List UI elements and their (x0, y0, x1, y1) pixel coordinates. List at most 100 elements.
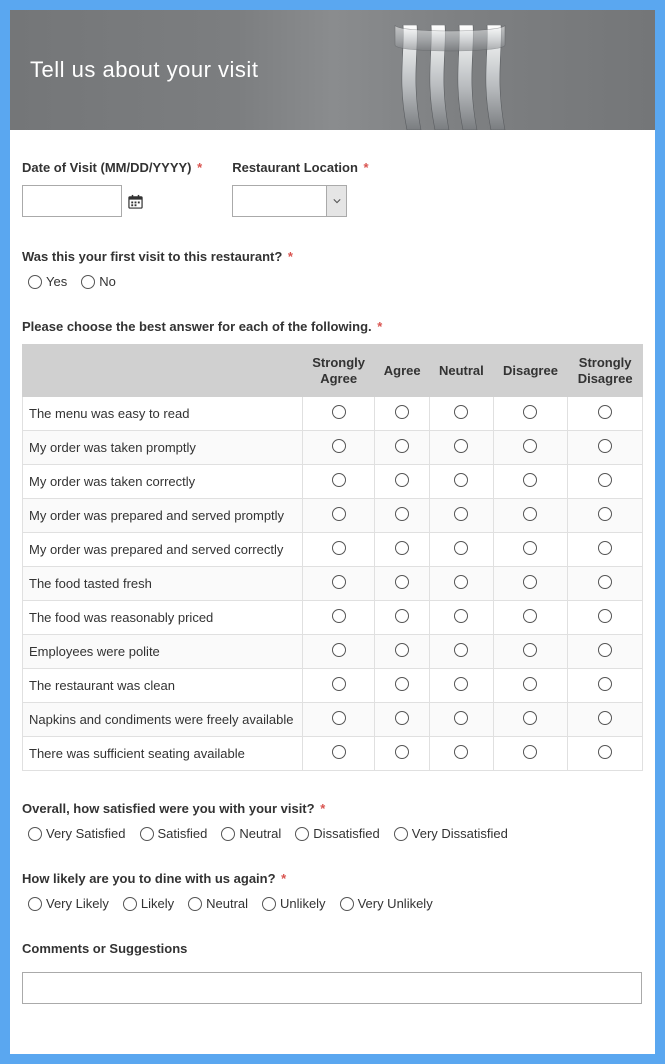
radio-icon[interactable] (123, 897, 137, 911)
overall-sat-option[interactable]: Dissatisfied (295, 826, 379, 841)
required-asterisk: * (320, 801, 325, 816)
radio-icon[interactable] (454, 439, 468, 453)
radio-icon[interactable] (523, 677, 537, 691)
radio-icon[interactable] (395, 575, 409, 589)
chevron-down-icon[interactable] (326, 186, 346, 216)
dine-again-option[interactable]: Very Likely (28, 896, 109, 911)
radio-icon[interactable] (332, 745, 346, 759)
dine-again-label-text: How likely are you to dine with us again… (22, 871, 276, 886)
radio-icon[interactable] (523, 609, 537, 623)
radio-icon[interactable] (395, 439, 409, 453)
dine-again-option[interactable]: Likely (123, 896, 174, 911)
radio-icon[interactable] (332, 677, 346, 691)
required-asterisk: * (377, 319, 382, 334)
first-visit-option[interactable]: No (81, 274, 116, 289)
date-input[interactable] (22, 185, 122, 217)
radio-icon[interactable] (295, 827, 309, 841)
first-visit-option-label: No (99, 274, 116, 289)
radio-icon[interactable] (81, 275, 95, 289)
radio-icon[interactable] (28, 275, 42, 289)
radio-icon[interactable] (394, 827, 408, 841)
matrix-row-label: My order was prepared and served correct… (23, 533, 303, 567)
radio-icon[interactable] (454, 575, 468, 589)
radio-icon[interactable] (523, 711, 537, 725)
radio-icon[interactable] (523, 507, 537, 521)
radio-icon[interactable] (28, 827, 42, 841)
required-asterisk: * (197, 160, 202, 175)
radio-icon[interactable] (395, 473, 409, 487)
matrix-row-label: Employees were polite (23, 635, 303, 669)
radio-icon[interactable] (598, 745, 612, 759)
first-visit-option-label: Yes (46, 274, 67, 289)
radio-icon[interactable] (454, 473, 468, 487)
radio-icon[interactable] (598, 473, 612, 487)
radio-icon[interactable] (28, 897, 42, 911)
radio-icon[interactable] (395, 541, 409, 555)
overall-sat-label-text: Overall, how satisfied were you with you… (22, 801, 315, 816)
overall-sat-option-label: Satisfied (158, 826, 208, 841)
radio-icon[interactable] (454, 405, 468, 419)
overall-sat-section: Overall, how satisfied were you with you… (22, 801, 643, 841)
radio-icon[interactable] (332, 439, 346, 453)
radio-icon[interactable] (340, 897, 354, 911)
radio-icon[interactable] (454, 643, 468, 657)
radio-icon[interactable] (454, 677, 468, 691)
radio-icon[interactable] (598, 643, 612, 657)
radio-icon[interactable] (454, 745, 468, 759)
radio-icon[interactable] (188, 897, 202, 911)
matrix-row: The food was reasonably priced (23, 601, 643, 635)
radio-icon[interactable] (395, 507, 409, 521)
radio-icon[interactable] (523, 541, 537, 555)
radio-icon[interactable] (523, 643, 537, 657)
radio-icon[interactable] (523, 575, 537, 589)
radio-icon[interactable] (395, 677, 409, 691)
overall-sat-option[interactable]: Very Dissatisfied (394, 826, 508, 841)
radio-icon[interactable] (332, 643, 346, 657)
radio-icon[interactable] (395, 643, 409, 657)
overall-sat-option[interactable]: Very Satisfied (28, 826, 126, 841)
radio-icon[interactable] (598, 507, 612, 521)
radio-icon[interactable] (395, 609, 409, 623)
radio-icon[interactable] (332, 711, 346, 725)
radio-icon[interactable] (332, 575, 346, 589)
radio-icon[interactable] (598, 609, 612, 623)
dine-again-option[interactable]: Unlikely (262, 896, 326, 911)
radio-icon[interactable] (332, 541, 346, 555)
radio-icon[interactable] (523, 745, 537, 759)
matrix-cell (568, 635, 643, 669)
matrix-row-label: The food tasted fresh (23, 567, 303, 601)
radio-icon[interactable] (598, 439, 612, 453)
radio-icon[interactable] (598, 541, 612, 555)
first-visit-option[interactable]: Yes (28, 274, 67, 289)
radio-icon[interactable] (395, 745, 409, 759)
dine-again-option[interactable]: Very Unlikely (340, 896, 433, 911)
radio-icon[interactable] (332, 405, 346, 419)
overall-sat-option[interactable]: Satisfied (140, 826, 208, 841)
radio-icon[interactable] (332, 507, 346, 521)
radio-icon[interactable] (395, 405, 409, 419)
radio-icon[interactable] (332, 609, 346, 623)
radio-icon[interactable] (395, 711, 409, 725)
radio-icon[interactable] (262, 897, 276, 911)
radio-icon[interactable] (454, 507, 468, 521)
radio-icon[interactable] (523, 439, 537, 453)
radio-icon[interactable] (140, 827, 154, 841)
overall-sat-option[interactable]: Neutral (221, 826, 281, 841)
radio-icon[interactable] (221, 827, 235, 841)
radio-icon[interactable] (332, 473, 346, 487)
radio-icon[interactable] (454, 609, 468, 623)
radio-icon[interactable] (454, 541, 468, 555)
comments-input[interactable] (22, 972, 642, 1004)
radio-icon[interactable] (523, 473, 537, 487)
radio-icon[interactable] (598, 405, 612, 419)
radio-icon[interactable] (523, 405, 537, 419)
radio-icon[interactable] (598, 711, 612, 725)
radio-icon[interactable] (598, 575, 612, 589)
radio-icon[interactable] (454, 711, 468, 725)
radio-icon[interactable] (598, 677, 612, 691)
matrix-head: StronglyAgreeAgreeNeutralDisagreeStrongl… (23, 345, 643, 397)
matrix-cell (375, 567, 430, 601)
calendar-icon[interactable] (128, 194, 143, 209)
location-select[interactable] (232, 185, 347, 217)
dine-again-option[interactable]: Neutral (188, 896, 248, 911)
